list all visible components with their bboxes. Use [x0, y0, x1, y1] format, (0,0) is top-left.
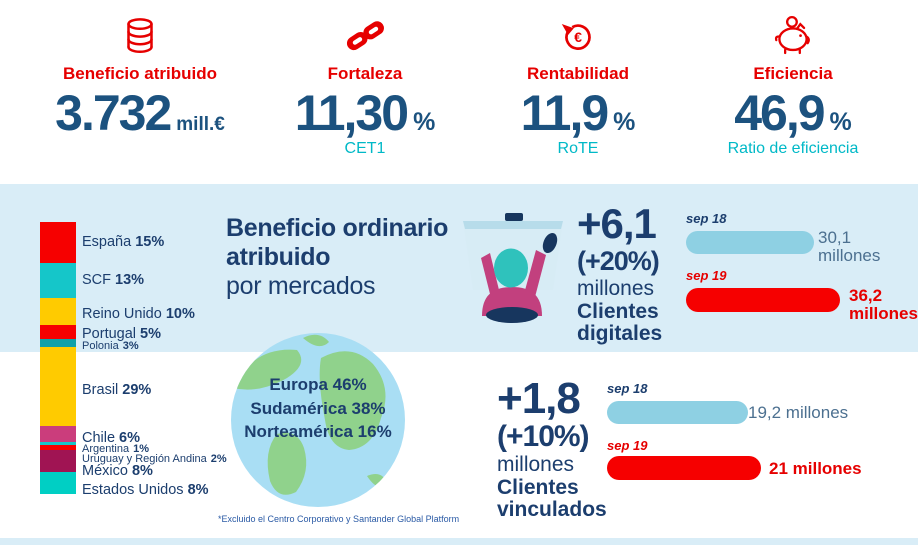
svg-text:€: € [574, 29, 582, 45]
kpi-subtitle: RoTE [557, 140, 599, 157]
kpi-value: 11,30% [294, 85, 436, 141]
bar-segment [40, 325, 76, 339]
region-line: Norteamérica 16% [244, 422, 392, 441]
linked-sep18-bar [607, 401, 748, 424]
linked-clients-label: Clientes [497, 476, 579, 499]
bar-segment [40, 222, 76, 263]
piggy-bank-icon [683, 10, 903, 60]
region-distribution: Europa 46% Sudamérica 38% Norteamérica 1… [225, 373, 411, 444]
title-line: atribuido [226, 243, 331, 271]
footnote: *Excluido el Centro Corporativo y Santan… [218, 514, 460, 524]
bar-segment [40, 472, 76, 494]
world-globe-illustration [225, 330, 411, 510]
digital-clients-unit: millones [577, 277, 655, 300]
bottom-strip [0, 538, 918, 545]
chain-link-icon [255, 10, 475, 60]
digital-sep18-value: 30,1 millones [818, 228, 881, 265]
digital-clients-label: digitales [577, 322, 663, 345]
digital-sep19-label: sep 19 [686, 268, 727, 283]
legend-item-estados-unidos: Estados Unidos 8% [82, 482, 209, 498]
legend-item-scf: SCF 13% [82, 272, 145, 288]
kpi-title: Eficiencia [753, 64, 833, 83]
linked-sep19-value: 21 millones [769, 459, 862, 478]
kpi-beneficio-atribuido: Beneficio atribuido 3.732 mill.€ [30, 10, 250, 158]
market-section-title: Beneficio ordinario atribuido por mercad… [226, 214, 476, 301]
legend-item-mexico: México 8% [82, 463, 153, 479]
legend-item-portugal: Portugal 5% [82, 326, 161, 342]
linked-clients-delta-pct: (+10%) [497, 420, 590, 453]
legend-item-argentina: Argentina 1% [82, 443, 149, 455]
digital-sep19-value: 36,2 millones [849, 286, 918, 323]
digital-sep18-label: sep 18 [686, 211, 727, 226]
bar-segment [40, 425, 76, 443]
legend-item-espana: España 15% [82, 234, 165, 250]
linked-clients-unit: millones [497, 453, 575, 476]
euro-cycle-icon: € [468, 10, 688, 60]
title-line: por mercados [226, 272, 376, 300]
kpi-title: Beneficio atribuido [63, 64, 217, 83]
bar-segment [40, 442, 76, 445]
legend-item-polonia: Polonia 3% [82, 340, 139, 352]
kpi-subtitle: CET1 [344, 140, 386, 157]
bar-segment [40, 347, 76, 426]
kpi-fortaleza: Fortaleza 11,30% CET1 [255, 10, 475, 158]
region-line: Europa 46% [269, 375, 367, 394]
digital-clients-delta: +6,1 [577, 200, 657, 247]
bar-segment [40, 445, 76, 451]
digital-clients-delta-pct: (+20%) [577, 246, 660, 276]
bar-segment [40, 338, 76, 348]
digital-customer-illustration [460, 198, 566, 332]
bar-segment [40, 298, 76, 326]
market-stacked-bar [40, 222, 76, 494]
linked-sep19-label: sep 19 [607, 438, 648, 453]
bar-segment [40, 450, 76, 473]
kpi-rentabilidad: € Rentabilidad 11,9% RoTE [468, 10, 688, 158]
kpi-subtitle: Ratio de eficiencia [727, 140, 859, 157]
linked-sep19-bar [607, 456, 761, 480]
highlight-band [0, 184, 918, 352]
digital-clients-label: Clientes [577, 300, 659, 323]
region-line: Sudamérica 38% [250, 398, 386, 418]
linked-clients-label: vinculados [497, 498, 607, 521]
linked-clients-delta: +1,8 [497, 374, 581, 423]
kpi-eficiencia: Eficiencia 46,9% Ratio de eficiencia [683, 10, 903, 158]
digital-sep19-bar [686, 288, 840, 312]
linked-sep18-value: 19,2 millones [748, 403, 849, 422]
legend-item-uruguay: Uruguay y Región Andina 2% [82, 453, 227, 465]
bar-segment [40, 262, 76, 299]
legend-item-brasil: Brasil 29% [82, 382, 152, 398]
kpi-subtitle [30, 140, 250, 158]
kpi-value: 3.732 mill.€ [55, 85, 225, 141]
kpi-value: 46,9% [734, 85, 852, 141]
linked-sep18-label: sep 18 [607, 381, 648, 396]
kpi-title: Rentabilidad [526, 64, 629, 83]
coins-icon [30, 10, 250, 60]
legend-item-chile: Chile 6% [82, 430, 141, 446]
kpi-value: 11,9% [520, 85, 636, 141]
digital-sep18-bar [686, 231, 814, 254]
legend-item-reino-unido: Reino Unido 10% [82, 306, 195, 322]
kpi-title: Fortaleza [327, 64, 403, 83]
title-line: Beneficio ordinario [226, 214, 449, 242]
